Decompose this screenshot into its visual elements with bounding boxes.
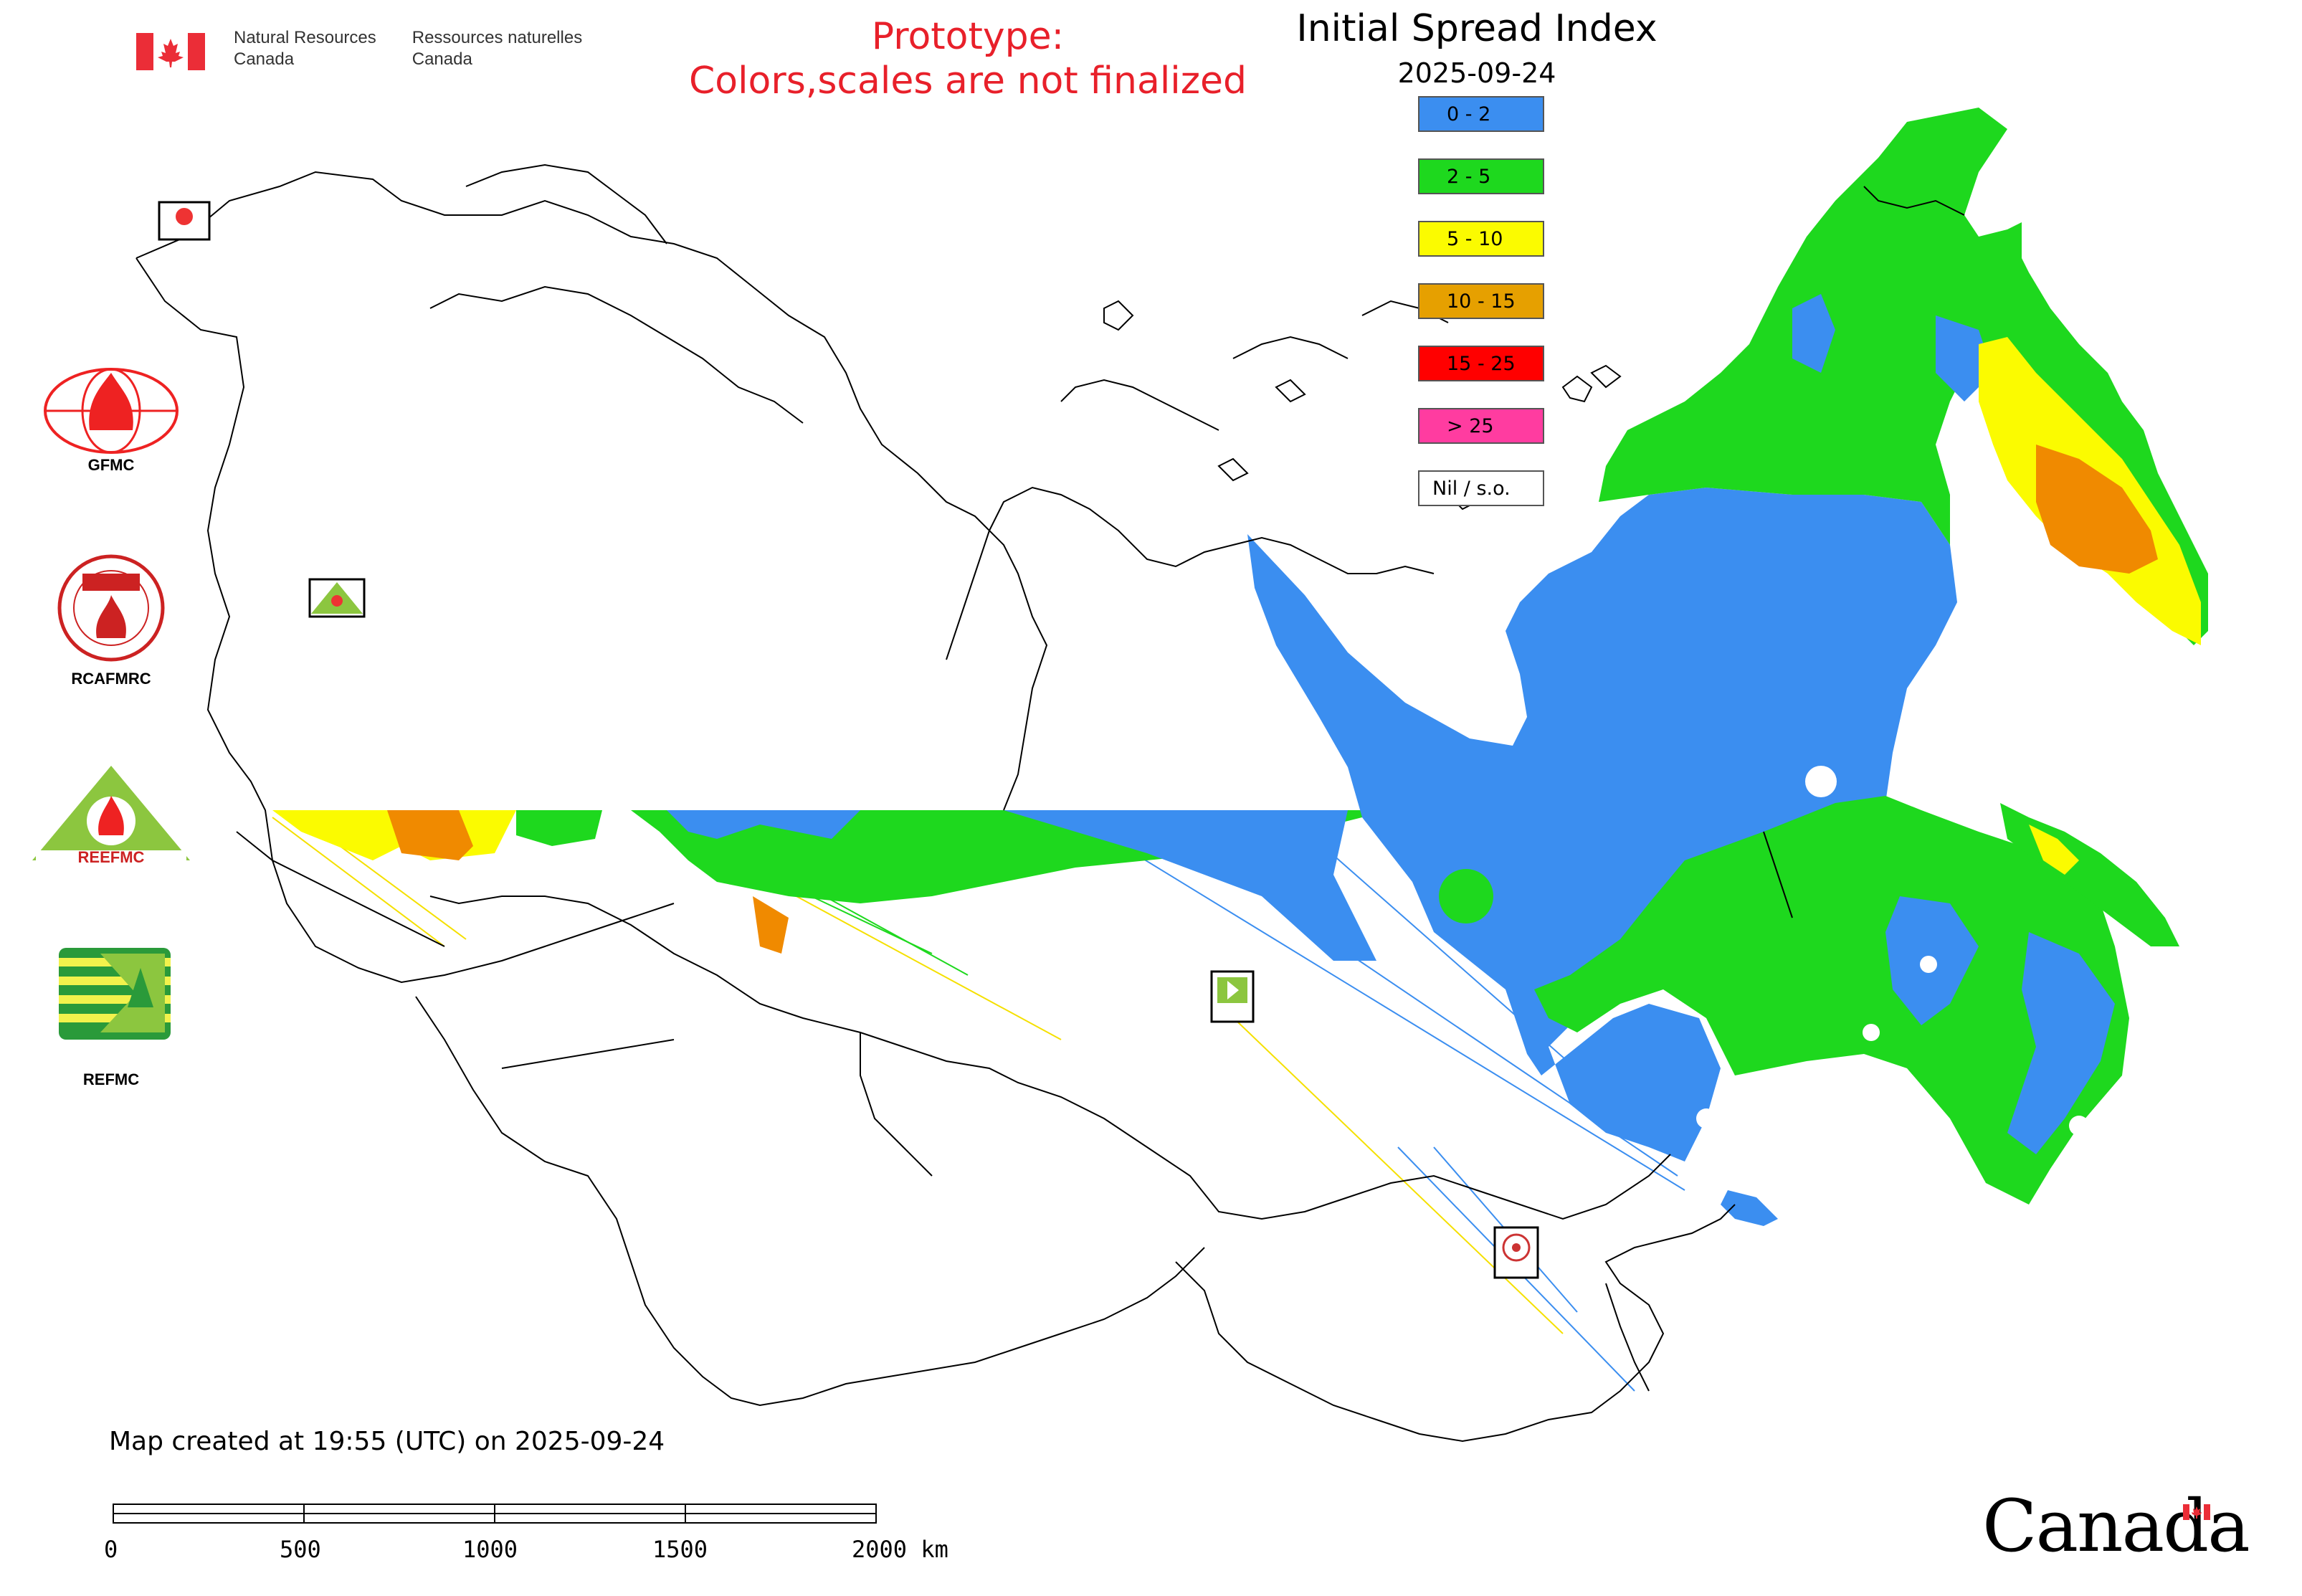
gfmc-map-marker [158, 201, 211, 241]
legend-item-over-25: > 25 [1418, 408, 1544, 444]
rcafmrc-map-marker [1493, 1226, 1539, 1279]
reefmc-map-marker [308, 578, 366, 618]
reefmc-logo: REEFMC [32, 766, 190, 866]
gfmc-caption: GFMC [87, 456, 135, 474]
canada-flag-icon [136, 33, 205, 70]
country-borders [135, 163, 1965, 1443]
legend-item-0-2: 0 - 2 [1418, 96, 1544, 132]
legend-item-nil: Nil / s.o. [1418, 470, 1544, 506]
map-created-timestamp: Map created at 19:55 (UTC) on 2025-09-24 [109, 1427, 665, 1456]
scale-bar [113, 1504, 877, 1524]
prototype-notice-line1: Prototype: [871, 15, 1065, 58]
legend-item-10-15: 10 - 15 [1418, 283, 1544, 319]
map-title: Initial Spread Index [1296, 7, 1657, 50]
spread-index-layer [272, 108, 2208, 1226]
department-name-french: Ressources naturelles Canada [412, 28, 583, 69]
gfmc-logo [44, 368, 179, 454]
scale-label-500: 500 [280, 1536, 321, 1563]
rcafmrc-caption: RCAFMRC [71, 670, 151, 688]
prototype-notice: Prototype: Colors,scales are not finaliz… [645, 14, 1290, 103]
department-name-english: Natural Resources Canada [234, 28, 376, 69]
canada-wordmark: Canada [1982, 1484, 2250, 1568]
refmc-map-marker [1210, 970, 1255, 1023]
scale-label-2000: 2000 km [852, 1536, 948, 1563]
refmc-logo [59, 948, 171, 1040]
government-header: Natural Resources Canada Ressources natu… [136, 27, 618, 77]
refmc-caption: REFMC [82, 1070, 140, 1088]
prototype-notice-line2: Colors,scales are not finalized [688, 60, 1247, 103]
scale-label-1500: 1500 [652, 1536, 708, 1563]
rcafmrc-logo [57, 554, 165, 662]
map-date: 2025-09-24 [1397, 57, 1556, 89]
scale-label-0: 0 [104, 1536, 118, 1563]
svg-text:REEFMC: REEFMC [78, 848, 145, 866]
wordmark-flag-icon [2183, 1504, 2210, 1520]
legend-item-15-25: 15 - 25 [1418, 346, 1544, 381]
legend-item-2-5: 2 - 5 [1418, 158, 1544, 194]
legend-item-5-10: 5 - 10 [1418, 221, 1544, 257]
scale-label-1000: 1000 [462, 1536, 518, 1563]
